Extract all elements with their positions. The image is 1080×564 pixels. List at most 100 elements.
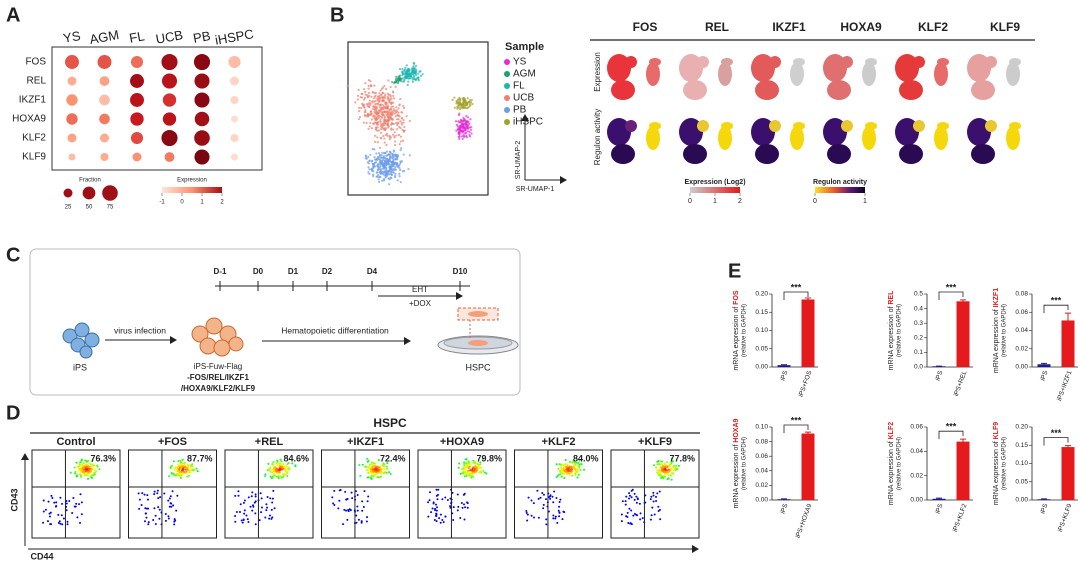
umap-cell — [394, 111, 398, 114]
flow-event — [542, 493, 545, 496]
flow-event — [378, 466, 381, 469]
umap-cell — [374, 158, 377, 161]
umap-cell — [458, 108, 462, 111]
x-tick-label: iPS+IKZF1 — [1056, 370, 1074, 402]
flow-event — [564, 458, 567, 461]
y-tick-label: 0.06 — [910, 424, 923, 431]
flow-event — [628, 497, 631, 500]
flow-event — [189, 471, 192, 474]
flow-event — [433, 519, 436, 522]
umap-cell — [382, 134, 385, 138]
flow-event — [271, 497, 274, 500]
flow-event — [158, 517, 161, 520]
flow-event — [366, 460, 369, 463]
flow-event — [264, 516, 267, 519]
umap-cell — [376, 114, 379, 117]
flow-event — [269, 497, 272, 500]
umap-cell — [399, 149, 402, 152]
feature-blob — [697, 56, 709, 68]
legend-swatch — [504, 83, 510, 89]
umap-cell — [465, 114, 468, 118]
umap-cell — [369, 84, 372, 87]
column-label: iHSPC — [214, 26, 255, 48]
flow-event — [629, 522, 632, 525]
flow-event — [179, 477, 182, 480]
umap-cell — [363, 106, 366, 109]
umap-cell — [394, 172, 397, 175]
feature-blob — [679, 118, 703, 146]
umap-cell — [407, 73, 410, 76]
flow-event — [365, 520, 368, 523]
flow-event — [91, 474, 94, 477]
flow-event — [570, 471, 573, 474]
flow-event — [272, 461, 275, 464]
flow-event — [78, 461, 81, 464]
umap-cell — [389, 85, 392, 89]
flow-event — [271, 516, 274, 519]
umap-cell — [392, 101, 395, 104]
umap-cell — [458, 137, 461, 140]
flow-event — [98, 468, 101, 471]
flow-events — [525, 458, 586, 526]
umap-cell — [392, 156, 395, 159]
panel-label: B — [330, 4, 344, 26]
y-tick-label: 0.20 — [755, 291, 768, 298]
error-bar — [805, 431, 811, 436]
flow-event — [462, 493, 465, 496]
umap-cell — [384, 133, 387, 137]
umap-cell — [381, 151, 384, 154]
flow-event — [344, 490, 347, 493]
flow-events — [620, 457, 680, 526]
umap-cell — [453, 96, 456, 99]
feature-blob — [790, 126, 804, 150]
x-tick-label: iPS — [934, 369, 944, 382]
umap-cell — [377, 121, 380, 124]
umap-cell — [454, 120, 458, 123]
flow-event — [243, 512, 246, 515]
umap-cell — [387, 79, 390, 82]
flow-event — [268, 514, 271, 517]
condition-label: +FOS — [158, 436, 187, 448]
colorbar — [162, 187, 222, 193]
flow-event — [247, 496, 250, 499]
umap-cell — [369, 80, 372, 83]
flow-event — [675, 467, 678, 470]
umap-cell — [381, 127, 385, 130]
umap-cell — [389, 102, 393, 106]
culture-dish — [437, 307, 519, 355]
feature-blob — [769, 56, 781, 68]
flow-event — [333, 489, 336, 492]
umap-cell — [364, 110, 367, 113]
umap-cell — [376, 129, 379, 132]
dot — [194, 130, 210, 146]
umap-cell — [379, 120, 382, 124]
flow-event — [633, 492, 636, 495]
umap-cell — [386, 116, 390, 119]
flow-event — [536, 489, 539, 492]
umap-cell — [381, 162, 385, 165]
umap-cell — [379, 153, 382, 156]
flow-event — [472, 459, 475, 462]
feature-blob — [683, 144, 707, 164]
umap-cell — [371, 91, 374, 94]
feature-blob — [823, 118, 847, 146]
flow-event — [338, 489, 341, 492]
umap-cell — [401, 128, 404, 132]
dot — [66, 94, 78, 106]
umap-cell — [383, 115, 387, 118]
umap-cell — [458, 135, 461, 138]
y-tick-label: 0.04 — [1015, 327, 1028, 334]
row-label: REL — [27, 76, 47, 87]
umap-cell — [468, 122, 471, 125]
flow-event — [558, 500, 561, 503]
flow-event — [653, 513, 656, 516]
flow-event — [666, 469, 669, 472]
umap-cell — [377, 157, 380, 161]
umap-cell — [384, 122, 387, 125]
flow-event — [439, 513, 442, 516]
umap-cell — [385, 107, 388, 110]
colorbar-label: 0 — [180, 200, 184, 206]
umap-cell — [387, 171, 390, 174]
colorbar-label: 1 — [863, 198, 867, 205]
flow-event — [579, 469, 582, 472]
